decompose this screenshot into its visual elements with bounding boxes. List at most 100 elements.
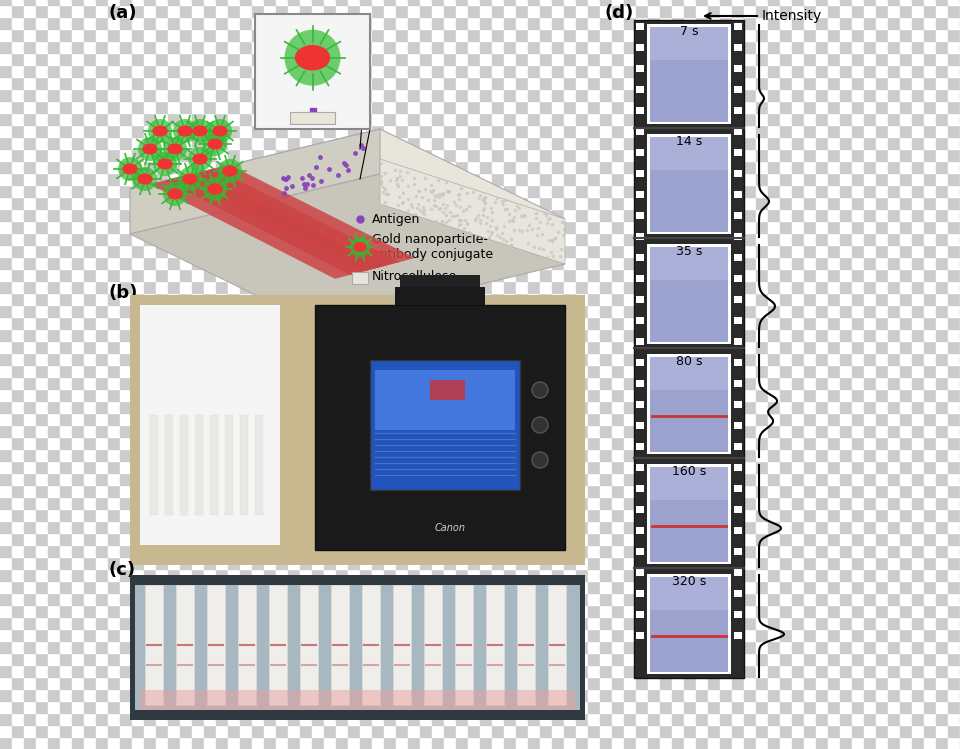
- Bar: [156, 341, 168, 353]
- Bar: [156, 281, 168, 293]
- Bar: [552, 701, 564, 713]
- Bar: [24, 0, 36, 5]
- Bar: [264, 377, 276, 389]
- Bar: [264, 665, 276, 677]
- Bar: [288, 233, 300, 245]
- Bar: [816, 569, 828, 581]
- Bar: [348, 17, 360, 29]
- Bar: [456, 485, 468, 497]
- Bar: [408, 497, 420, 509]
- Bar: [456, 341, 468, 353]
- Bar: [636, 713, 648, 725]
- Bar: [432, 389, 444, 401]
- Bar: [372, 113, 384, 125]
- Bar: [492, 593, 504, 605]
- Bar: [624, 89, 636, 101]
- Bar: [636, 449, 648, 461]
- Bar: [456, 401, 468, 413]
- Bar: [540, 185, 552, 197]
- Bar: [252, 485, 264, 497]
- Bar: [648, 53, 660, 65]
- Bar: [936, 449, 948, 461]
- Bar: [552, 65, 564, 77]
- Bar: [480, 425, 492, 437]
- Bar: [156, 0, 168, 5]
- Bar: [576, 293, 588, 305]
- Bar: [528, 89, 540, 101]
- Bar: [420, 461, 432, 473]
- Bar: [612, 665, 624, 677]
- Bar: [828, 53, 840, 65]
- Bar: [348, 41, 360, 53]
- Bar: [48, 17, 60, 29]
- Bar: [384, 689, 396, 701]
- Bar: [0, 377, 12, 389]
- Bar: [792, 533, 804, 545]
- Bar: [444, 197, 456, 209]
- Bar: [252, 701, 264, 713]
- Bar: [255, 415, 263, 515]
- Circle shape: [218, 159, 242, 183]
- Bar: [780, 197, 792, 209]
- Bar: [924, 701, 936, 713]
- Bar: [180, 101, 192, 113]
- Bar: [408, 593, 420, 605]
- Bar: [756, 173, 768, 185]
- Bar: [492, 209, 504, 221]
- Bar: [636, 101, 648, 113]
- Bar: [180, 353, 192, 365]
- Bar: [876, 17, 888, 29]
- Bar: [276, 377, 288, 389]
- Bar: [888, 569, 900, 581]
- Bar: [48, 605, 60, 617]
- Bar: [708, 41, 720, 53]
- Bar: [408, 137, 420, 149]
- Bar: [228, 461, 240, 473]
- Bar: [864, 233, 876, 245]
- Bar: [468, 305, 480, 317]
- Bar: [636, 107, 644, 114]
- Bar: [312, 5, 324, 17]
- Bar: [708, 221, 720, 233]
- Bar: [60, 413, 72, 425]
- Bar: [420, 341, 432, 353]
- Bar: [672, 257, 684, 269]
- Bar: [780, 473, 792, 485]
- Bar: [564, 257, 576, 269]
- Bar: [948, 713, 960, 725]
- Bar: [228, 101, 240, 113]
- Bar: [828, 437, 840, 449]
- Bar: [864, 53, 876, 65]
- Bar: [588, 557, 600, 569]
- Bar: [768, 353, 780, 365]
- Bar: [408, 377, 420, 389]
- Bar: [816, 17, 828, 29]
- Bar: [816, 149, 828, 161]
- Bar: [60, 17, 72, 29]
- Bar: [276, 77, 288, 89]
- Bar: [684, 245, 696, 257]
- Bar: [264, 197, 276, 209]
- Bar: [708, 713, 720, 725]
- Bar: [504, 653, 516, 665]
- Bar: [0, 209, 12, 221]
- Bar: [612, 317, 624, 329]
- Bar: [708, 497, 720, 509]
- Bar: [444, 137, 456, 149]
- Bar: [516, 425, 528, 437]
- Bar: [480, 65, 492, 77]
- Bar: [192, 329, 204, 341]
- Bar: [840, 449, 852, 461]
- Bar: [636, 521, 648, 533]
- Bar: [156, 689, 168, 701]
- Bar: [420, 17, 432, 29]
- Bar: [420, 401, 432, 413]
- Bar: [12, 149, 24, 161]
- Bar: [0, 557, 12, 569]
- Bar: [264, 113, 276, 125]
- Bar: [108, 125, 120, 137]
- Bar: [816, 305, 828, 317]
- Bar: [650, 610, 728, 672]
- Bar: [540, 641, 552, 653]
- Bar: [108, 377, 120, 389]
